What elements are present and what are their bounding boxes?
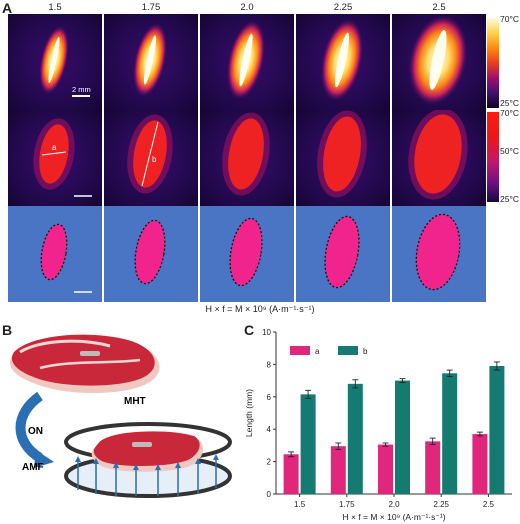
y-tick-label: 0	[267, 490, 272, 499]
bar-chart: 0 2 4 6 8 10 Length (mm) H × f = M × 10⁹ (A·m⁻¹…	[244, 328, 512, 522]
y-tick-label: 2	[267, 458, 272, 467]
colorbar-mid	[487, 112, 499, 202]
y-tick-label: 8	[267, 360, 272, 369]
hot-region	[408, 110, 468, 200]
colorbar-mid-max: 70°C	[500, 108, 519, 118]
arrow-on	[15, 391, 44, 463]
hot-region: b	[127, 114, 173, 194]
mask-ellipse	[415, 213, 461, 291]
column-label: 2.25	[333, 2, 353, 13]
label-on: ON	[28, 426, 43, 437]
hot-region	[222, 112, 270, 196]
segmented-mask	[8, 206, 102, 302]
hotspot	[320, 18, 364, 102]
panel-c-letter: C	[244, 322, 255, 338]
thermal-image-row2	[200, 110, 294, 206]
legend-swatch-a	[290, 346, 310, 355]
column-label: 1.5	[48, 2, 62, 13]
colorbar-top	[487, 18, 499, 108]
x-tick-label: 2.5	[483, 500, 495, 509]
amf-coil	[64, 422, 232, 498]
label-amf: AMF	[22, 462, 44, 473]
arrow-on-head	[34, 450, 54, 468]
colorbar-mid-mid: 50°C	[500, 146, 519, 156]
bar-b	[489, 366, 505, 494]
mask-ellipse	[40, 223, 92, 293]
label-mht: MHT	[124, 396, 146, 407]
x-tick-label: 2.0	[388, 500, 400, 509]
panel-a-letter: A	[2, 0, 13, 16]
x-tick-label: 2.25	[433, 500, 449, 509]
legend-label-a: a	[315, 347, 320, 356]
panel-b-illustration: MHT ON AMF	[10, 334, 232, 498]
hotspot	[226, 20, 266, 100]
bar-a	[472, 434, 488, 494]
colorbar-mid-min: 25°C	[500, 194, 519, 204]
colorbar-top-min: 25°C	[500, 98, 519, 108]
dim-label-a: a	[52, 143, 57, 152]
bar-b	[395, 380, 410, 494]
bar-b	[347, 383, 363, 494]
colorbar-top-max: 70°C	[500, 14, 519, 24]
dim-label-b: b	[152, 155, 157, 164]
bar-a	[378, 444, 393, 494]
y-axis-label: Length (mm)	[244, 389, 254, 437]
bar-b	[300, 394, 316, 494]
hotspot	[39, 25, 69, 95]
bar-a	[330, 446, 346, 494]
segmented-mask	[104, 206, 198, 302]
thermal-image-row2: b	[104, 110, 198, 206]
thermal-image-row2	[392, 110, 486, 206]
thermal-image-row1	[296, 14, 390, 110]
thermal-image-row1	[8, 14, 102, 110]
thermal-image-row1	[392, 14, 486, 110]
thermal-image-row1	[104, 14, 198, 110]
panel-b-letter: B	[2, 322, 13, 338]
column-label: 2.0	[240, 2, 254, 13]
x-tick-label: 1.75	[339, 500, 355, 509]
segmented-mask	[392, 206, 486, 302]
y-tick-label: 4	[267, 425, 272, 434]
legend-swatch-b	[338, 346, 358, 355]
segmented-mask	[296, 206, 390, 302]
legend-label-b: b	[363, 347, 368, 356]
panel-a-formula: H × f = M × 10⁹ (A·m⁻¹·s⁻¹)	[205, 304, 315, 314]
x-tick-label: 1.5	[294, 500, 306, 509]
thermal-image-row1	[200, 14, 294, 110]
scale-bar-label: 2 mm	[72, 85, 91, 97]
hot-region: a	[33, 118, 92, 197]
segmented-mask	[200, 206, 294, 302]
y-tick-label: 10	[262, 328, 271, 337]
hotspot	[133, 22, 167, 98]
hotspot	[408, 14, 468, 106]
bar-b	[442, 373, 458, 494]
hot-region	[317, 110, 367, 198]
x-axis-label: H × f = M × 10⁹ (A·m⁻¹·s⁻¹)	[342, 512, 445, 522]
mask-ellipse	[134, 219, 166, 285]
bar-a	[425, 441, 441, 494]
mask-ellipse	[229, 217, 263, 287]
thermal-image-row2: a	[8, 110, 102, 206]
bar-a	[283, 454, 299, 494]
thermal-image-row2	[296, 110, 390, 206]
steak-top	[10, 334, 160, 394]
y-tick-label: 6	[267, 393, 272, 402]
mask-ellipse	[324, 215, 360, 289]
column-label: 2.5	[432, 2, 446, 13]
column-label: 1.75	[141, 2, 161, 13]
